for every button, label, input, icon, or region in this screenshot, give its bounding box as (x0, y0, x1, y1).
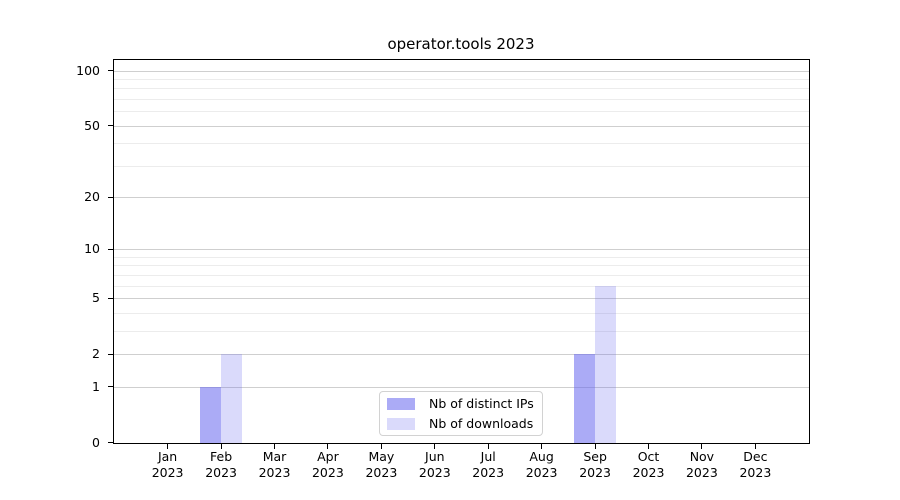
gridline-minor-90 (114, 78, 809, 80)
gridline-major-100 (114, 70, 809, 72)
x-tick-label-dec: Dec 2023 (739, 449, 772, 480)
y-tick-mark-0 (108, 442, 113, 444)
gridline-minor-8 (114, 265, 809, 267)
x-tick-label-jan: Jan 2023 (151, 449, 184, 480)
y-tick-mark-5 (108, 297, 113, 299)
x-tick-mark-oct (647, 444, 650, 449)
bar-downloads-feb (220, 354, 242, 443)
x-tick-label-oct: Oct 2023 (632, 449, 665, 480)
legend-swatch-downloads-icon (387, 417, 415, 430)
chart-title: operator.tools 2023 (387, 35, 535, 53)
gridline-major-10 (114, 249, 809, 251)
gridline-minor-6 (114, 285, 809, 287)
x-tick-mark-dec (754, 444, 756, 449)
bar-downloads-sep (594, 285, 616, 443)
y-tick-label-50: 50 (84, 117, 100, 133)
gridline-minor-7 (114, 274, 809, 276)
gridline-major-2 (114, 354, 809, 355)
y-tick-label-100: 100 (76, 62, 100, 78)
gridline-minor-4 (114, 312, 809, 314)
y-tick-label-1: 1 (92, 378, 100, 394)
x-tick-mark-jul (487, 444, 489, 449)
legend: Nb of distinct IPs Nb of downloads (379, 391, 543, 436)
legend-item-downloads: Nb of downloads (386, 416, 536, 432)
x-tick-mark-aug (541, 444, 543, 449)
gridline-major-50 (114, 125, 809, 127)
gridline-minor-30 (114, 165, 809, 167)
y-tick-label-0: 0 (92, 434, 100, 450)
x-tick-mark-feb (220, 444, 222, 449)
x-tick-label-mar: Mar 2023 (258, 449, 291, 480)
gridline-major-20 (114, 197, 809, 199)
x-tick-mark-apr (327, 444, 329, 449)
x-tick-mark-jan (167, 444, 169, 449)
x-tick-label-aug: Aug 2023 (525, 449, 558, 480)
gridline-minor-60 (114, 111, 809, 113)
x-tick-label-apr: Apr 2023 (311, 449, 344, 480)
x-tick-label-nov: Nov 2023 (685, 449, 718, 480)
legend-swatch-distinct-ips-icon (387, 397, 415, 410)
y-tick-mark-2 (108, 353, 113, 355)
plot-area (113, 59, 810, 444)
y-tick-label-2: 2 (92, 346, 100, 362)
x-tick-label-sep: Sep 2023 (579, 449, 611, 480)
x-tick-label-jul: Jul 2023 (472, 449, 505, 480)
y-tick-mark-10 (108, 248, 113, 250)
legend-label-distinct-ips: Nb of distinct IPs (429, 395, 534, 411)
x-tick-label-feb: Feb 2023 (205, 449, 237, 480)
y-tick-mark-50 (108, 125, 113, 127)
legend-item-distinct-ips: Nb of distinct IPs (386, 396, 536, 412)
gridline-major-5 (114, 298, 809, 300)
x-tick-mark-mar (273, 444, 276, 449)
y-tick-label-10: 10 (84, 241, 100, 257)
gridline-minor-70 (114, 98, 809, 100)
gridline-minor-40 (114, 143, 809, 145)
x-tick-label-may: May 2023 (365, 449, 398, 480)
bar-distinct-ips-feb (199, 386, 221, 443)
y-tick-mark-100 (108, 70, 113, 72)
y-tick-label-20: 20 (84, 189, 100, 205)
x-tick-mark-jun (434, 444, 436, 449)
bar-distinct-ips-sep (573, 354, 595, 443)
x-tick-label-jun: Jun 2023 (418, 449, 451, 480)
gridline-major-1 (114, 386, 809, 388)
x-tick-mark-nov (701, 444, 703, 449)
y-tick-label-5: 5 (92, 290, 100, 306)
x-tick-mark-may (380, 444, 382, 449)
x-tick-mark-sep (594, 444, 596, 449)
gridline-minor-3 (114, 330, 809, 332)
y-tick-mark-20 (108, 196, 113, 198)
y-tick-mark-1 (108, 386, 113, 388)
legend-label-downloads: Nb of downloads (429, 415, 534, 431)
gridline-minor-9 (114, 256, 809, 258)
gridline-minor-80 (114, 88, 809, 90)
